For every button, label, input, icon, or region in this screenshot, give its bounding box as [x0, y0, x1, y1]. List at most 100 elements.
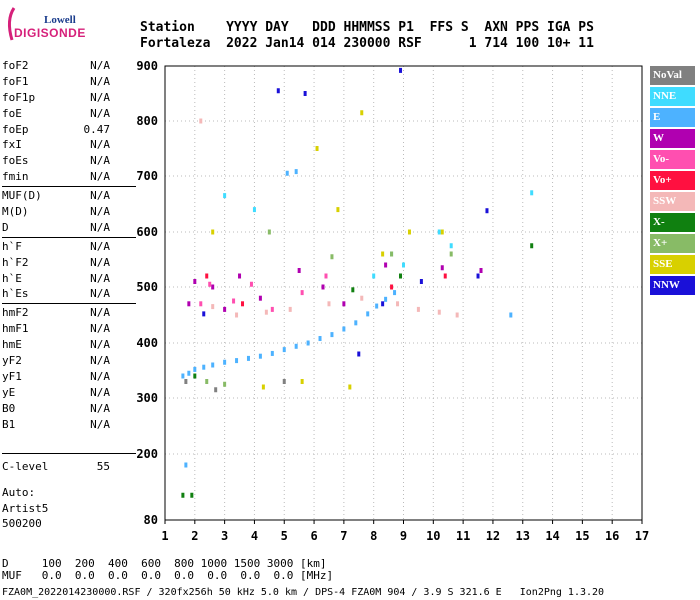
- point-nnw: [419, 279, 423, 284]
- parameter-name: M(D): [2, 205, 29, 219]
- point-vo-: [205, 273, 209, 279]
- point-e: [509, 312, 513, 318]
- point-e: [294, 343, 298, 349]
- parameter-name: fxI: [2, 138, 22, 152]
- point-nnw: [276, 88, 280, 94]
- point-nnw: [303, 91, 307, 96]
- point-x-: [330, 254, 334, 260]
- header-values: Fortaleza 2022 Jan14 014 230000 RSF 1 71…: [140, 36, 594, 51]
- parameter-value: N/A: [90, 369, 110, 383]
- point-ssw: [264, 309, 268, 315]
- muf-distance-row: D 100 200 400 600 800 1000 1500 3000 [km…: [2, 557, 327, 570]
- parameter-value: N/A: [90, 287, 110, 301]
- parameter-value: N/A: [90, 205, 110, 219]
- parameter-value: 0.47: [83, 122, 111, 136]
- legend-item-x-: X+: [650, 234, 695, 253]
- point-x-: [530, 243, 534, 249]
- parameter-value: N/A: [90, 106, 110, 120]
- point-ssw: [455, 312, 459, 318]
- parameter-row: h`Es N/A: [2, 286, 138, 302]
- x-tick-label: 3: [221, 529, 228, 543]
- y-tick-label: 80: [144, 513, 158, 527]
- logo-swoosh-icon: [7, 7, 16, 41]
- parameter-name: yF1: [2, 369, 22, 383]
- point-e: [306, 340, 310, 346]
- clevel-label: C-level: [2, 460, 49, 473]
- parameter-separator: [2, 453, 136, 454]
- point-e: [285, 170, 289, 176]
- parameter-row: M(D) N/A: [2, 204, 138, 220]
- point-sse: [336, 207, 340, 213]
- point-vo-: [300, 290, 304, 296]
- point-w: [440, 265, 444, 271]
- point-sse: [315, 146, 319, 151]
- point-noval: [184, 379, 188, 384]
- point-sse: [348, 384, 352, 390]
- parameter-value: N/A: [90, 170, 110, 184]
- parameter-value: N/A: [90, 138, 110, 152]
- point-ssw: [211, 304, 215, 310]
- y-tick-label: 800: [136, 114, 158, 128]
- point-nnw: [485, 208, 489, 214]
- point-nne: [223, 193, 227, 199]
- point-x-: [390, 251, 394, 257]
- parameter-row: foEs N/A: [2, 153, 138, 169]
- auto-version: 500200: [2, 517, 42, 530]
- point-e: [330, 332, 334, 338]
- parameter-row: yE N/A: [2, 385, 138, 401]
- legend-item-e: E: [650, 108, 695, 127]
- parameter-row: foF1p N/A: [2, 90, 138, 106]
- point-vo-: [270, 306, 274, 312]
- point-nne: [449, 243, 453, 249]
- parameter-row: h`F N/A: [2, 239, 138, 255]
- point-x-: [193, 373, 197, 379]
- parameter-value: N/A: [90, 59, 110, 72]
- point-w: [384, 262, 388, 268]
- point-e: [211, 362, 215, 368]
- x-tick-label: 2: [191, 529, 198, 543]
- parameter-row: h`E N/A: [2, 271, 138, 287]
- parameter-value: N/A: [90, 306, 110, 320]
- point-sse: [381, 251, 385, 257]
- point-vo-: [232, 298, 236, 304]
- point-nnw: [399, 67, 403, 73]
- y-tick-label: 700: [136, 169, 158, 183]
- parameter-name: hmE: [2, 338, 22, 352]
- point-w: [211, 284, 215, 290]
- point-ssw: [235, 312, 239, 318]
- parameter-value: N/A: [90, 417, 110, 431]
- point-vo-: [390, 284, 394, 290]
- legend-item-noval: NoVal: [650, 66, 695, 85]
- point-e: [354, 320, 358, 326]
- parameter-row: hmE N/A: [2, 337, 138, 353]
- parameter-name: h`Es: [2, 287, 29, 301]
- legend-item-nnw: NNW: [650, 276, 695, 295]
- parameter-name: foF1: [2, 74, 29, 88]
- x-tick-label: 1: [161, 529, 168, 543]
- point-nne: [372, 273, 376, 279]
- file-info-line: FZA0M_2022014230000.RSF / 320fx256h 50 k…: [2, 587, 605, 598]
- x-tick-label: 17: [635, 529, 649, 543]
- point-sse: [211, 229, 215, 235]
- point-vo-: [241, 301, 245, 307]
- parameter-row: yF2 N/A: [2, 353, 138, 369]
- point-e: [393, 290, 397, 296]
- parameter-value: N/A: [90, 154, 110, 168]
- point-x-: [223, 381, 227, 387]
- parameter-row: MUF(D) N/A: [2, 188, 138, 204]
- parameter-value: N/A: [90, 338, 110, 352]
- point-nne: [402, 262, 405, 268]
- point-e: [375, 303, 379, 309]
- legend-item-vo-: Vo+: [650, 171, 695, 190]
- point-vo-: [249, 281, 253, 287]
- parameter-separator: [2, 303, 136, 305]
- point-e: [384, 296, 388, 302]
- x-tick-label: 14: [545, 529, 559, 543]
- x-tick-label: 6: [310, 529, 317, 543]
- y-tick-label: 500: [136, 280, 158, 294]
- legend-item-sse: SSE: [650, 255, 695, 274]
- point-nnw: [357, 351, 361, 357]
- point-sse: [440, 229, 444, 235]
- point-e: [184, 462, 188, 468]
- parameter-name: foEs: [2, 154, 29, 168]
